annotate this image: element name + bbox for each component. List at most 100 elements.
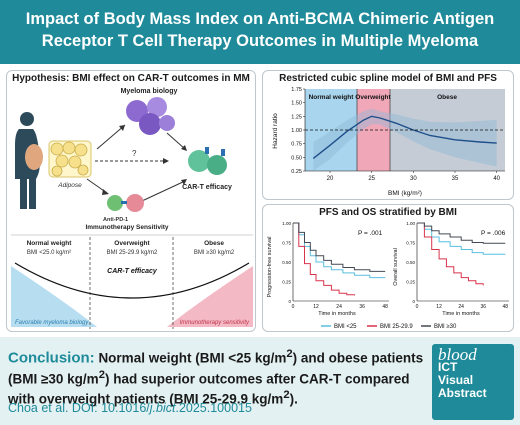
myeloma-cells-icon [126,97,175,135]
title-line-2: Receptor T Cell Therapy Outcomes in Mult… [41,32,479,50]
spline-y-tick-label: 0.25 [291,169,302,175]
pfs-p-value: P = .001 [358,230,383,237]
citation: Choa et al. DOI: 10.1016/j.bict.2025.100… [8,401,252,415]
spline-ci-band [313,108,497,171]
os-xlabel: Time in months [442,311,480,317]
spline-x-tick-label: 25 [368,176,375,182]
pfs-ylabel: Progression-free survival [267,237,273,298]
spline-x-tick-label: 20 [327,176,334,182]
spline-y-tick-label: 1.00 [291,128,302,134]
region-overweight-label: Overweight [355,94,391,101]
spline-y-tick-label: 1.50 [291,101,302,107]
legend-obese: BMI ≥30 [434,324,457,330]
person-icon [15,112,43,209]
arrow-myeloma-to-cart [166,132,186,150]
km-series-BMI <25 [417,222,506,255]
pfs-chart: 0 0.25 0.50 0.75 1.00 0 12 24 36 48 [282,221,389,310]
os-p-value: P = .006 [481,230,506,237]
myeloma-biology-label: Myeloma biology [121,88,178,95]
blood-ict-badge: blood ICT Visual Abstract [432,344,514,420]
spline-x-tick-label: 40 [493,176,500,182]
km-series-BMI 25-29.9 [417,222,484,286]
question-mark: ? [132,149,137,158]
group-overweight-range: BMI 25-29.9 kg/m2 [107,250,158,256]
title-banner: Impact of Body Mass Index on Anti-BCMA C… [0,0,520,64]
spline-y-tick-label: 0.75 [291,142,302,148]
citation-journal[interactable]: j.bict [149,401,176,415]
km-x-tick-label: 48 [503,304,509,310]
badge-line-2: Visual [438,373,474,387]
survival-title: PFS and OS stratified by BMI [319,207,457,218]
anti-pd1-label: Anti-PD-1 [103,217,128,223]
region-obese-label: Obese [437,94,457,101]
spline-title: Restricted cubic spline model of BMI and… [279,73,497,84]
citation-prefix: Choa et al. DOI: 10.1016/ [8,401,150,415]
km-y-tick-label: 0 [288,299,291,304]
km-y-tick-label: 0.50 [282,260,291,265]
sensitivity-label: Immunotherapy sensitivity [180,320,250,326]
conclusion-text-3: ) had superior outcomes after CAR-T comp… [8,371,410,407]
km-y-tick-label: 0.75 [406,241,415,246]
km-x-tick-label: 48 [382,304,388,310]
group-obese-name: Obese [204,240,224,247]
conclusion-text-4: ). [289,391,298,407]
pfs-xlabel: Time in months [318,311,356,317]
km-y-tick-label: 0.75 [282,241,291,246]
blood-logo: blood [438,345,477,364]
immunotherapy-cells-icon [107,194,144,212]
spline-ylabel: Hazard ratio [272,113,279,149]
survival-charts: 0 0.25 0.50 0.75 1.00 0 12 24 36 48 0 0.25 0.50 0.75… [267,221,509,330]
hypothesis-diagram: Adipose Myeloma biology ? CAR-T efficacy [11,88,253,329]
adipose-label: Adipose [57,182,82,189]
region-normal-label: Normal weight [309,94,355,101]
group-normal-name: Normal weight [27,240,73,247]
hypothesis-title: Hypothesis: BMI effect on CAR-T outcomes… [12,73,250,84]
km-x-tick-label: 24 [458,304,464,310]
legend-normal: BMI <25 [334,324,357,330]
spline-y-tick-label: 1.25 [291,114,302,120]
spline-chart: Normal weight Overweight Obese 1.75 1.50 1… [272,87,505,197]
adipose-icon [48,140,92,178]
badge-line-1: ICT [438,360,458,374]
km-y-tick-label: 0.25 [406,280,415,285]
group-normal-range: BMI <25.0 kg/m² [27,250,71,256]
km-series-BMI ≥30 [417,222,506,244]
citation-suffix: .2025.100015 [175,401,252,415]
car-t-efficacy-label: CAR-T efficacy [182,184,232,191]
group-overweight-name: Overweight [114,240,150,247]
km-y-tick-label: 1.00 [282,221,291,226]
group-obese-range: BMI ≥30 kg/m2 [194,250,235,256]
curve-label: CAR-T efficacy [107,268,158,275]
sup-2: 2 [98,368,105,381]
spline-x-tick-label: 30 [410,176,417,182]
km-x-tick-label: 0 [292,304,295,310]
favorable-label: Favorable myeloma biology [15,320,89,326]
km-y-tick-label: 0.25 [282,280,291,285]
conclusion: Conclusion: Normal weight (BMI <25 kg/m2… [8,346,428,408]
spline-y-tick-label: 1.75 [291,87,302,93]
km-x-tick-label: 24 [336,304,342,310]
car-t-cells-icon [188,147,227,175]
sup-3: 2 [283,389,290,401]
spline-panel: Restricted cubic spline model of BMI and… [262,70,514,200]
legend-overweight: BMI 25-29.9 [380,324,413,330]
conclusion-text-2: ) and obese patients (BMI ≥30 kg/m [8,350,424,387]
km-series-BMI ≥30 [293,222,386,272]
km-x-tick-label: 36 [359,304,365,310]
car-t-efficacy-curve [14,262,250,299]
sensitivity-area [167,266,253,327]
badge-line-3: Abstract [438,386,487,400]
km-x-tick-label: 12 [313,304,319,310]
arrow-immuno-to-cart [141,180,186,202]
arrow-to-myeloma [96,124,126,150]
immunotherapy-sensitivity-label: Immunotherapy Sensitivity [85,224,168,231]
km-y-tick-label: 1.00 [406,221,415,226]
spline-x-tick-label: 35 [452,176,459,182]
hypothesis-panel: Hypothesis: BMI effect on CAR-T outcomes… [6,70,256,332]
km-y-tick-label: 0 [412,299,415,304]
favorable-area [11,266,97,327]
os-chart: 0 0.25 0.50 0.75 1.00 0 12 24 36 48 [406,221,509,310]
os-ylabel: Overall survival [393,248,399,286]
spline-xlabel: BMI (kg/m²) [388,190,422,197]
km-y-tick-label: 0.50 [406,260,415,265]
